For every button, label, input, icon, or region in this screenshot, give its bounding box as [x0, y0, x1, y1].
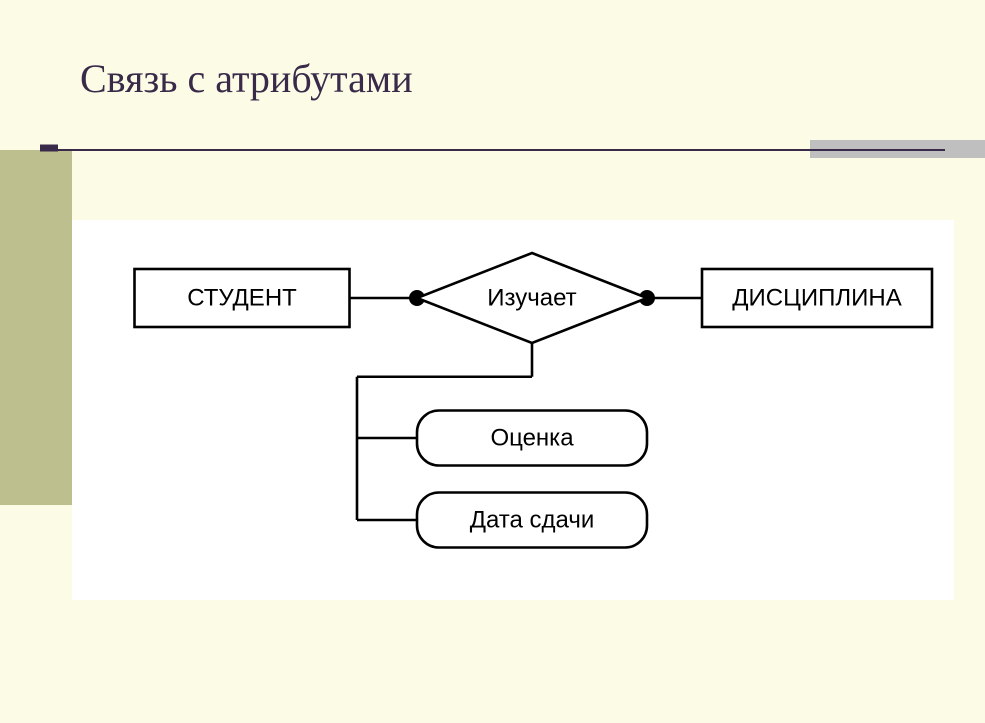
left-band: [0, 150, 72, 505]
node-student-label: СТУДЕНТ: [187, 285, 297, 312]
er-diagram: СТУДЕНТ Изучает ДИСЦИПЛИНА Оценка Дата сдачи: [72, 220, 954, 600]
left-tick: [40, 145, 58, 152]
node-discipline-label: ДИСЦИПЛИНА: [732, 285, 901, 312]
slide-title: Связь с атрибутами: [80, 55, 413, 102]
node-studies-label: Изучает: [487, 285, 576, 312]
node-grade-label: Оценка: [490, 425, 574, 452]
node-date-label: Дата сдачи: [470, 507, 595, 534]
